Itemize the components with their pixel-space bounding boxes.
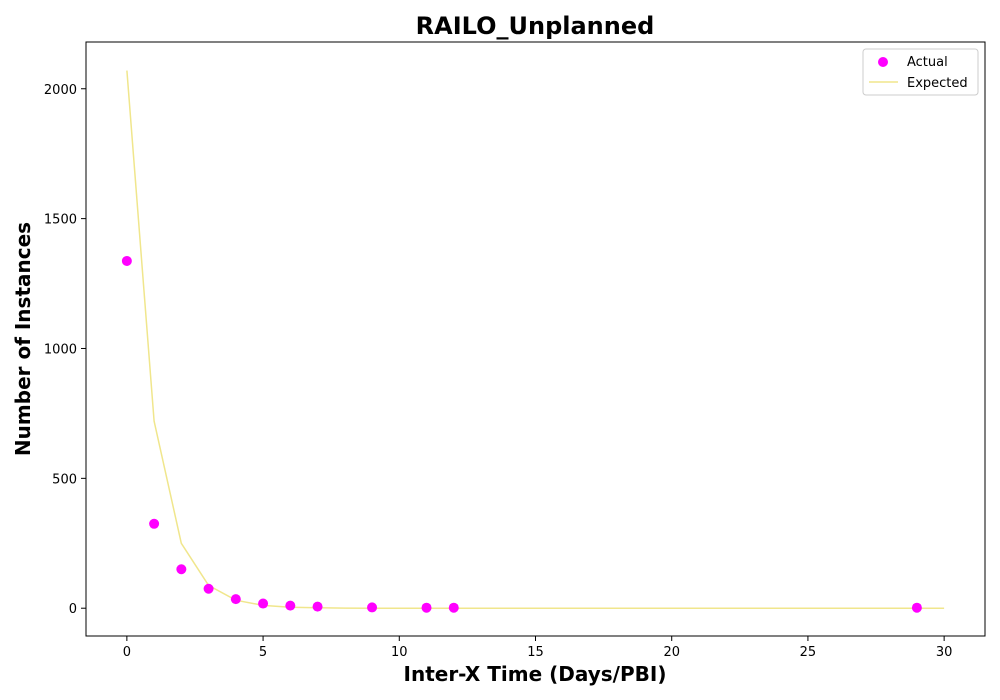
- y-tick-label: 2000: [44, 83, 77, 98]
- y-tick-label: 1500: [44, 213, 77, 228]
- actual-point: [176, 564, 187, 575]
- y-tick-label: 0: [69, 602, 77, 617]
- legend-expected-label: Expected: [907, 76, 968, 91]
- legend-actual-marker: [878, 57, 888, 67]
- x-tick-label: 25: [800, 645, 817, 660]
- x-tick-label: 15: [527, 645, 544, 660]
- x-tick-label: 30: [936, 645, 953, 660]
- legend-box: [862, 48, 979, 96]
- actual-point: [421, 602, 432, 613]
- x-tick-label: 20: [663, 645, 680, 660]
- actual-point: [203, 583, 214, 594]
- actual-point: [149, 518, 160, 529]
- x-axis-label: Inter-X Time (Days/PBI): [404, 662, 667, 686]
- x-tick-label: 10: [391, 645, 408, 660]
- actual-point: [312, 601, 323, 612]
- y-tick-label: 500: [52, 472, 77, 487]
- actual-point: [230, 594, 241, 605]
- actual-point: [258, 598, 269, 609]
- legend-actual-label: Actual: [907, 55, 948, 70]
- y-axis-ticks: 0 500 1000 1500 2000: [44, 83, 86, 617]
- x-tick-label: 5: [259, 645, 267, 660]
- chart-title: RAILO_Unplanned: [416, 12, 655, 40]
- plot-area: [85, 41, 986, 637]
- actual-point: [367, 602, 378, 613]
- x-tick-label: 0: [123, 645, 131, 660]
- legend: Actual Expected: [862, 48, 979, 96]
- actual-point: [911, 602, 922, 613]
- actual-point: [285, 600, 296, 611]
- actual-point: [121, 255, 132, 266]
- actual-point: [448, 602, 459, 613]
- y-axis-label: Number of Instances: [11, 222, 35, 456]
- series-layer: [121, 70, 945, 613]
- x-axis-ticks: 0 5 10 15 20 25 30: [123, 636, 953, 660]
- y-tick-label: 1000: [44, 342, 77, 357]
